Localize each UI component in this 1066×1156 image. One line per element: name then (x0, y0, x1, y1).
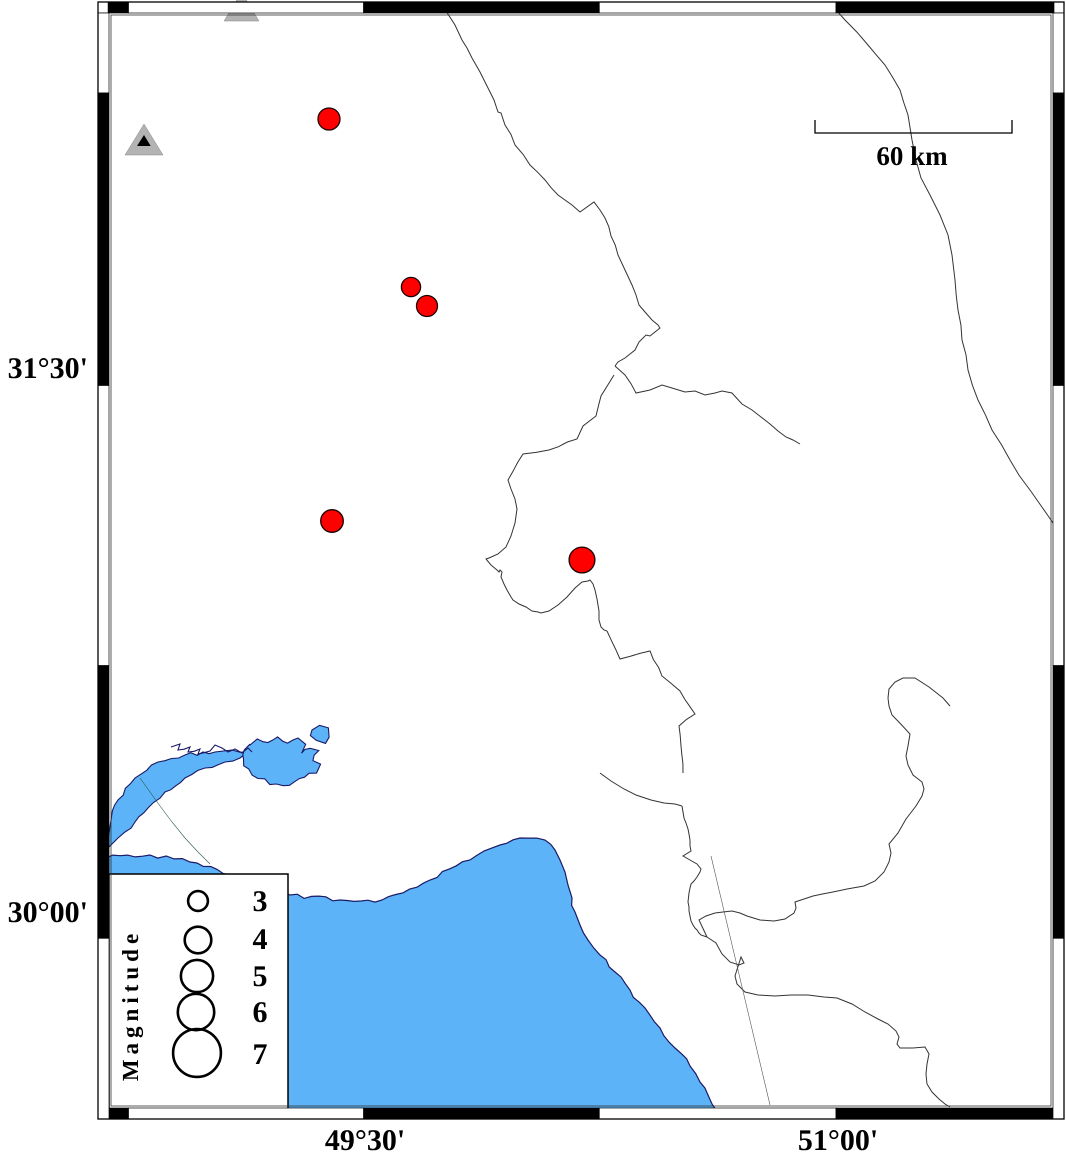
svg-text:49°30': 49°30' (325, 1124, 405, 1156)
svg-text:5: 5 (253, 960, 268, 993)
svg-text:51°00': 51°00' (798, 1124, 878, 1156)
svg-text:3: 3 (253, 885, 268, 918)
svg-text:31°30': 31°30' (8, 352, 88, 385)
svg-text:7: 7 (253, 1038, 268, 1071)
svg-text:4: 4 (253, 923, 268, 956)
svg-text:6: 6 (253, 996, 268, 1029)
svg-text:30°00': 30°00' (8, 896, 88, 929)
svg-text:Magnitude: Magnitude (118, 929, 144, 1081)
svg-text:60 km: 60 km (876, 141, 948, 171)
